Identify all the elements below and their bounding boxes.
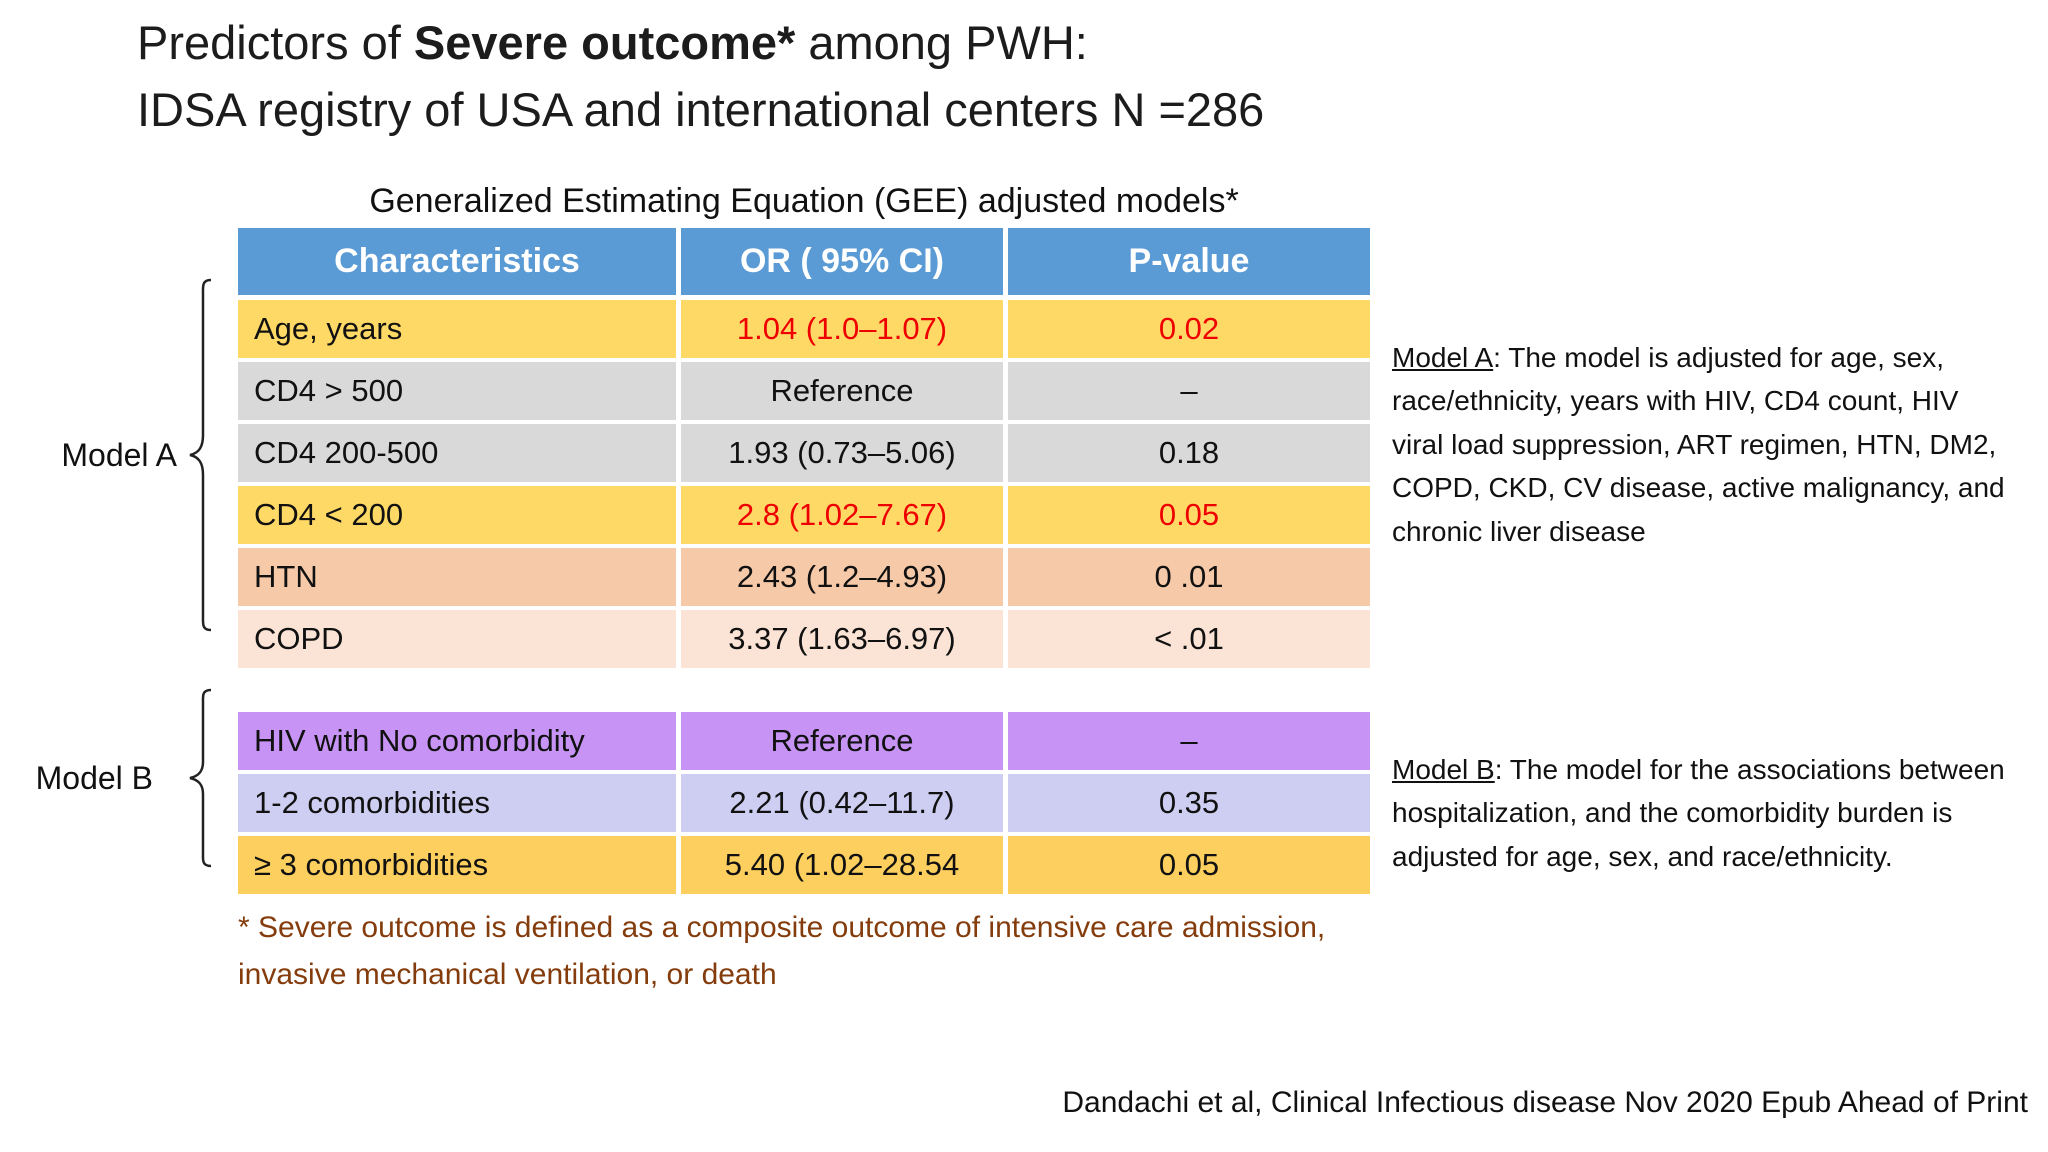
header-or-ci: OR ( 95% CI) bbox=[681, 228, 1003, 295]
title-line1-pre: Predictors of bbox=[137, 16, 414, 69]
row-no-comorbidity-label: HIV with No comorbidity bbox=[238, 712, 676, 770]
row-age-p: 0.02 bbox=[1008, 300, 1370, 358]
row-cd4lt200-label: CD4 < 200 bbox=[238, 486, 676, 544]
model-a-note: Model A: The model is adjusted for age, … bbox=[1392, 336, 2017, 553]
model-b-label: Model B bbox=[35, 760, 153, 796]
slide-title: Predictors of Severe outcome* among PWH:… bbox=[137, 10, 1264, 143]
title-line1-bold: Severe outcome* bbox=[413, 16, 796, 69]
row-copd-label: COPD bbox=[238, 610, 676, 668]
row-3plus-comorbidities-p: 0.05 bbox=[1008, 836, 1370, 894]
model-b-table: HIV with No comorbidity Reference – 1-2 … bbox=[238, 712, 1370, 894]
model-b-note-title: Model B bbox=[1392, 754, 1495, 785]
model-b-note-text: : The model for the associations between… bbox=[1392, 754, 2005, 872]
row-cd4lt200-p: 0.05 bbox=[1008, 486, 1370, 544]
model-a-label: Model A bbox=[61, 437, 177, 473]
row-copd-or: 3.37 (1.63–6.97) bbox=[681, 610, 1003, 668]
table-header-row: Characteristics OR ( 95% CI) P-value bbox=[238, 228, 1370, 295]
row-1-2-comorbidities-label: 1-2 comorbidities bbox=[238, 774, 676, 832]
model-b-note: Model B: The model for the associations … bbox=[1392, 748, 2017, 878]
model-a-note-text: : The model is adjusted for age, sex, ra… bbox=[1392, 342, 2005, 547]
citation: Dandachi et al, Clinical Infectious dise… bbox=[1062, 1086, 2028, 1119]
row-3plus-comorbidities-or: 5.40 (1.02–28.54 bbox=[681, 836, 1003, 894]
row-cd4gt500-p: – bbox=[1008, 362, 1370, 420]
row-age-or: 1.04 (1.0–1.07) bbox=[681, 300, 1003, 358]
footnote-line-2: invasive mechanical ventilation, or deat… bbox=[238, 957, 777, 991]
title-line1-post: among PWH: bbox=[795, 16, 1088, 69]
header-p-value: P-value bbox=[1008, 228, 1370, 295]
row-cd4-200-500-or: 1.93 (0.73–5.06) bbox=[681, 424, 1003, 482]
row-1-2-comorbidities-p: 0.35 bbox=[1008, 774, 1370, 832]
model-a-note-title: Model A bbox=[1392, 342, 1494, 373]
model-a-table: Characteristics OR ( 95% CI) P-value Age… bbox=[238, 228, 1370, 668]
row-cd4-200-500-p: 0.18 bbox=[1008, 424, 1370, 482]
model-a-brace bbox=[189, 278, 212, 632]
table-caption: Generalized Estimating Equation (GEE) ad… bbox=[369, 182, 1239, 220]
title-line-2: IDSA registry of USA and international c… bbox=[137, 82, 1265, 136]
row-copd-p: < .01 bbox=[1008, 610, 1370, 668]
header-characteristics: Characteristics bbox=[238, 228, 676, 295]
model-a-body: Age, years 1.04 (1.0–1.07) 0.02 CD4 > 50… bbox=[238, 300, 1370, 668]
title-line-1: Predictors of Severe outcome* among PWH: bbox=[137, 10, 1264, 77]
row-cd4gt500-label: CD4 > 500 bbox=[238, 362, 676, 420]
row-cd4lt200-or: 2.8 (1.02–7.67) bbox=[681, 486, 1003, 544]
row-htn-label: HTN bbox=[238, 548, 676, 606]
row-age-label: Age, years bbox=[238, 300, 676, 358]
model-b-body: HIV with No comorbidity Reference – 1-2 … bbox=[238, 712, 1370, 894]
row-htn-or: 2.43 (1.2–4.93) bbox=[681, 548, 1003, 606]
row-no-comorbidity-or: Reference bbox=[681, 712, 1003, 770]
footnote-line-1: * Severe outcome is defined as a composi… bbox=[238, 911, 1326, 944]
row-cd4gt500-or: Reference bbox=[681, 362, 1003, 420]
severe-outcome-footnote: * Severe outcome is defined as a composi… bbox=[238, 905, 1325, 998]
row-cd4-200-500-label: CD4 200-500 bbox=[238, 424, 676, 482]
row-htn-p: 0 .01 bbox=[1008, 548, 1370, 606]
row-3plus-comorbidities-label: ≥ 3 comorbidities bbox=[238, 836, 676, 894]
model-b-brace bbox=[189, 688, 212, 868]
row-1-2-comorbidities-or: 2.21 (0.42–11.7) bbox=[681, 774, 1003, 832]
row-no-comorbidity-p: – bbox=[1008, 712, 1370, 770]
